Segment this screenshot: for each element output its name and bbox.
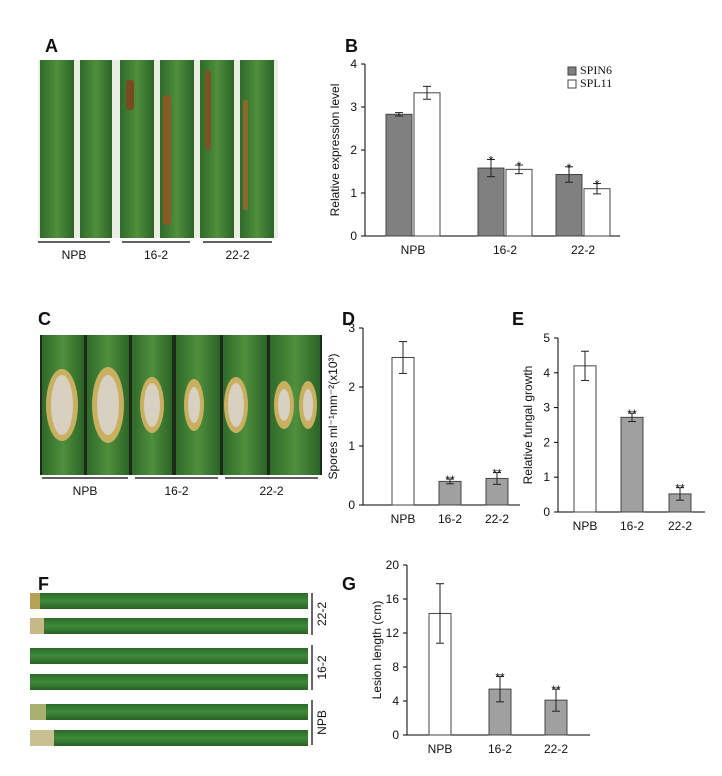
significance: * [595,178,600,192]
significance: ** [551,683,561,697]
x-tick-label: 22-2 [668,519,692,533]
x-tick-label: 22-2 [571,243,595,257]
y-axis-label: Relative expression level [328,84,342,217]
x-tick-label: NPB [401,243,426,257]
legend-label: SPIN6 [580,63,612,77]
photo-label: NPB [73,484,98,498]
y-tick-label: 1 [350,186,357,200]
significance: ** [492,467,502,481]
y-tick-label: 4 [543,366,550,380]
photo-label: 16-2 [315,655,329,679]
bar [385,113,413,237]
panel-label: B [345,36,358,56]
legend-label: SPL11 [580,76,612,90]
y-tick-label: 5 [543,331,550,345]
photo-label: 22-2 [225,248,249,262]
y-tick-label: 4 [392,694,399,708]
photo-f [30,593,308,746]
significance: ** [627,407,637,421]
significance: ** [495,670,505,684]
y-tick-label: 3 [543,401,550,415]
bar [391,357,415,506]
y-tick-label: 20 [386,558,400,572]
photo-label: NPB [315,710,329,735]
y-tick-label: 16 [386,592,400,606]
panel-label: E [512,309,524,329]
y-tick-label: 12 [386,626,400,640]
bar [583,188,611,237]
legend-swatch [567,79,577,89]
significance: * [567,161,572,175]
y-axis-label: Lesion length (cm) [370,601,384,700]
bar [477,167,505,237]
significance: * [517,159,522,173]
y-tick-label: 0 [350,229,357,243]
x-tick-label: 22-2 [485,512,509,526]
photo-a [38,60,278,238]
y-tick-label: 1 [543,470,550,484]
bar [573,365,597,513]
bar [620,416,644,513]
panel-label: D [342,309,355,329]
significance: ** [675,482,685,496]
x-tick-label: NPB [391,512,416,526]
y-tick-label: 0 [392,728,399,742]
x-tick-label: 16-2 [620,519,644,533]
x-tick-label: 16-2 [438,512,462,526]
photo-c [40,335,322,475]
bar [413,92,441,237]
photo-label: 16-2 [144,248,168,262]
significance: * [489,153,494,167]
y-axis-label: Relative fungal growth [521,366,535,485]
y-tick-label: 3 [350,100,357,114]
y-tick-label: 2 [350,143,357,157]
significance: ** [445,473,455,487]
y-tick-label: 2 [543,435,550,449]
x-tick-label: 22-2 [544,742,568,756]
panel-label: G [342,574,356,594]
bar [505,168,533,237]
photo-label: NPB [62,248,87,262]
y-axis-label: Spores ml⁻¹mm⁻²(x10³) [326,353,340,479]
y-tick-label: 2 [348,380,355,394]
x-tick-label: 16-2 [493,243,517,257]
x-tick-label: NPB [573,519,598,533]
x-tick-label: 16-2 [488,742,512,756]
y-tick-label: 1 [348,439,355,453]
photo-label: 16-2 [164,484,188,498]
y-tick-label: 0 [543,505,550,519]
panel-label: F [38,574,49,594]
y-tick-label: 0 [348,498,355,512]
photo-label: 22-2 [315,602,329,626]
y-tick-label: 8 [392,660,399,674]
photo-label: 22-2 [259,484,283,498]
x-tick-label: NPB [428,742,453,756]
panel-label: A [45,36,58,56]
panel-label: C [38,309,51,329]
legend-swatch [567,66,577,76]
y-tick-label: 4 [350,57,357,71]
bar [555,174,583,237]
y-tick-label: 3 [348,321,355,335]
